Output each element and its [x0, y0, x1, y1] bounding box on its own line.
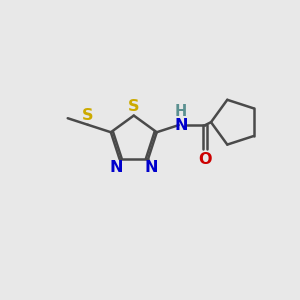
Text: N: N	[145, 160, 158, 175]
Text: H: H	[175, 104, 187, 119]
Text: N: N	[174, 118, 188, 133]
Text: O: O	[198, 152, 212, 167]
Text: N: N	[109, 160, 123, 175]
Text: S: S	[128, 99, 140, 114]
Text: S: S	[82, 108, 93, 123]
